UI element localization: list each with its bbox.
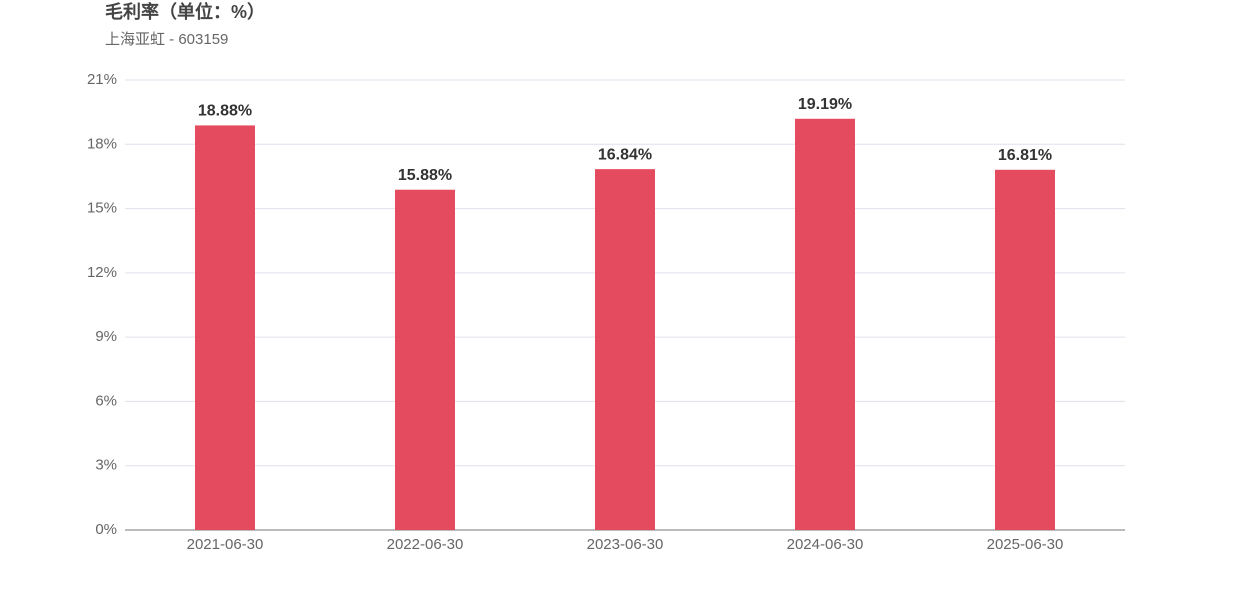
y-tick-label: 9% <box>95 328 117 345</box>
x-tick-label: 2023-06-30 <box>587 536 664 553</box>
y-tick-label: 15% <box>87 200 117 217</box>
y-tick-label: 18% <box>87 135 117 152</box>
chart-subtitle: 上海亚虹 - 603159 <box>105 31 228 48</box>
data-label: 16.81% <box>998 147 1052 164</box>
bar <box>395 189 455 530</box>
x-tick-label: 2025-06-30 <box>987 536 1064 553</box>
data-label: 18.88% <box>198 103 252 120</box>
data-label: 19.19% <box>798 96 852 113</box>
x-tick-label: 2024-06-30 <box>787 536 864 553</box>
bar <box>995 169 1055 531</box>
chart-title: 毛利率（单位：%） <box>105 1 265 22</box>
data-label: 16.84% <box>598 146 652 163</box>
y-tick-label: 12% <box>87 264 117 281</box>
y-tick-label: 3% <box>95 457 117 474</box>
bar <box>795 118 855 531</box>
bar <box>595 169 655 530</box>
x-tick-label: 2021-06-30 <box>187 536 264 553</box>
y-tick-label: 6% <box>95 392 117 409</box>
bar <box>195 125 255 530</box>
data-label: 15.88% <box>398 167 452 184</box>
x-tick-label: 2022-06-30 <box>387 536 464 553</box>
y-tick-label: 0% <box>95 521 117 538</box>
y-tick-label: 21% <box>87 71 117 88</box>
